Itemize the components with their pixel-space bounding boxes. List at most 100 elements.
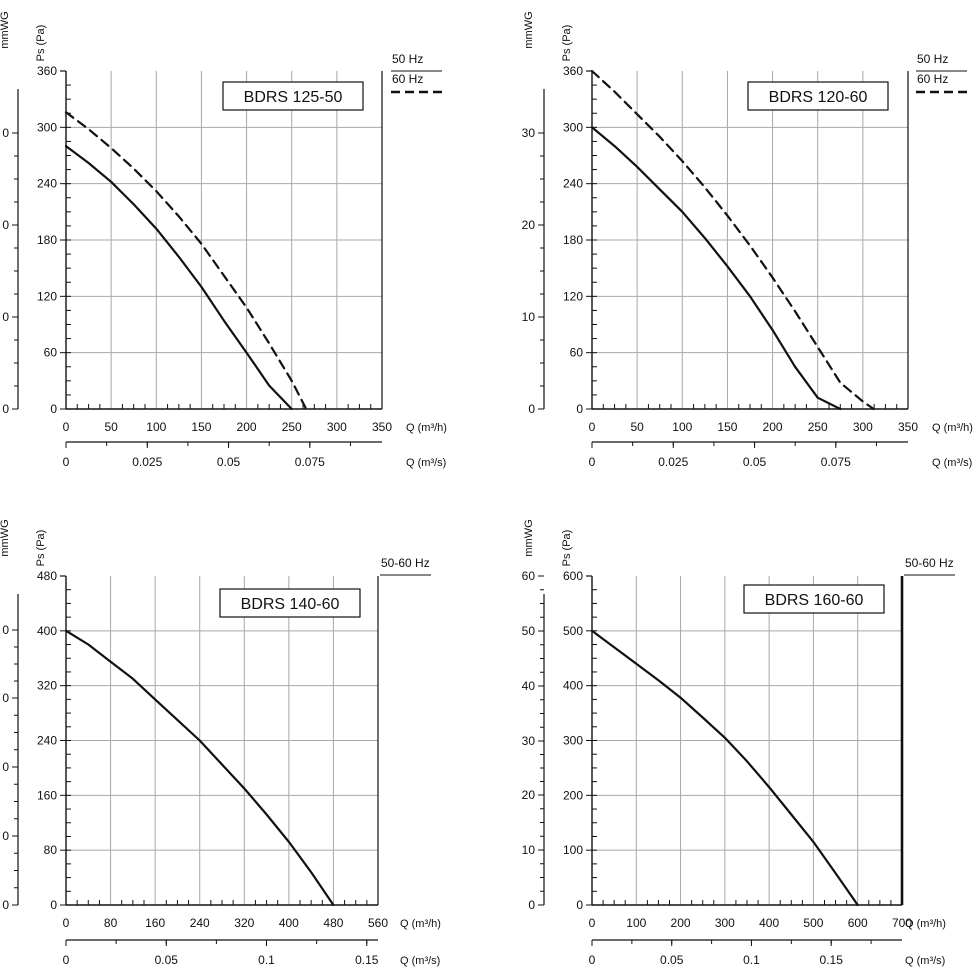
x-tick-label: 100 — [672, 420, 692, 434]
legend-label: 60 Hz — [917, 72, 948, 86]
x2-axis-label: Q (m³/s) — [400, 955, 440, 967]
x2-axis-label: Q (m³/s) — [905, 955, 945, 967]
grid-lines — [592, 71, 908, 409]
y2-tick-label: 40 — [522, 679, 536, 693]
y-tick-label: 600 — [563, 569, 583, 583]
y-tick-label: 480 — [37, 569, 57, 583]
chart-panel-1: 0 60 120 180 240 300 360 0 50 100 150 200 250 300 350 Q… — [0, 11, 447, 469]
y2-tick-label: 0 — [2, 402, 9, 416]
x-tick-label: 150 — [191, 420, 211, 434]
x-axis-label: Q (m³/h) — [905, 918, 946, 930]
y-tick-label: 240 — [563, 177, 583, 191]
x-axis-label: Q (m³/h) — [406, 422, 447, 434]
y2-tick-label: 0 — [528, 898, 535, 912]
y-tick-label: 0 — [50, 898, 57, 912]
x2-tick-label: 0.05 — [217, 455, 241, 469]
x-tick-label: 200 — [671, 916, 691, 930]
y-tick-label: 320 — [37, 679, 57, 693]
series-line-60-hz — [64, 111, 308, 411]
chart-title-box — [747, 81, 889, 111]
x-tick-label: 50 — [104, 420, 118, 434]
y-tick-label: 360 — [37, 64, 57, 78]
x2-tick-label: 0.1 — [743, 953, 760, 967]
y2-tick-label: 0 — [2, 829, 9, 843]
x2-tick-label: 0 — [63, 953, 70, 967]
grid-lines — [592, 576, 902, 905]
legend: 50 Hz 60 Hz — [391, 52, 442, 94]
series-line-50-60-hz — [590, 629, 859, 907]
grid-lines — [66, 576, 378, 905]
y-tick-label: 300 — [37, 120, 57, 134]
x-tick-label: 350 — [372, 420, 392, 434]
x2-tick-label: 0.05 — [155, 953, 179, 967]
y-tick-label: 0 — [50, 402, 57, 416]
x-tick-label: 300 — [853, 420, 873, 434]
x-tick-label: 160 — [145, 916, 165, 930]
y-tick-label: 100 — [563, 843, 583, 857]
series-line-50-hz — [64, 145, 293, 411]
x2-tick-label: 0.075 — [821, 455, 851, 469]
x2-tick-label: 0.025 — [132, 455, 162, 469]
x-tick-label: 50 — [630, 420, 644, 434]
x2-axis-label: Q (m³/s) — [932, 457, 972, 469]
series-line-50-hz — [590, 126, 842, 411]
y-tick-label: 500 — [563, 624, 583, 638]
x2-tick-label: 0.075 — [295, 455, 325, 469]
y-tick-label: 160 — [37, 788, 57, 802]
y-tick-label: 120 — [563, 289, 583, 303]
chart-panel-3: 0 80 160 240 320 400 480 0 80 160 240 320 400 480 560 Q… — [0, 519, 441, 967]
y-tick-label: 200 — [563, 788, 583, 802]
y-tick-label: 180 — [563, 233, 583, 247]
y-tick-label: 300 — [563, 120, 583, 134]
y2-axis-label: mmWG — [0, 519, 11, 556]
x-tick-label: 0 — [63, 420, 70, 434]
y2-axis-label: mmWG — [523, 519, 535, 556]
y-tick-label: 120 — [37, 289, 57, 303]
x-tick-label: 250 — [808, 420, 828, 434]
y-tick-label: 80 — [44, 843, 58, 857]
y-tick-label: 60 — [44, 346, 58, 360]
y2-tick-label: 50 — [522, 624, 536, 638]
legend-label: 50 Hz — [917, 52, 948, 66]
grid-lines — [66, 71, 382, 409]
y-tick-label: 400 — [37, 624, 57, 638]
x-tick-label: 0 — [63, 916, 70, 930]
x-tick-label: 600 — [848, 916, 868, 930]
y2-tick-label: 30 — [522, 126, 536, 140]
x-tick-label: 480 — [323, 916, 343, 930]
x-tick-label: 320 — [234, 916, 254, 930]
x-tick-label: 350 — [898, 420, 918, 434]
x-tick-label: 200 — [237, 420, 257, 434]
x2-tick-label: 0.1 — [258, 953, 275, 967]
y2-tick-label: 60 — [522, 569, 536, 583]
series-line-50-60-hz — [64, 629, 335, 907]
chart-title-box — [219, 588, 361, 618]
legend: 50-60 Hz — [380, 556, 431, 576]
y2-tick-label: 0 — [2, 218, 9, 232]
x2-tick-label: 0.05 — [660, 953, 684, 967]
x-tick-label: 400 — [279, 916, 299, 930]
legend-label: 50-60 Hz — [381, 556, 430, 570]
chart-title: BDRS 125-50 — [244, 89, 343, 106]
x-tick-label: 300 — [715, 916, 735, 930]
legend-label: 50-60 Hz — [905, 556, 954, 570]
y2-tick-label: 0 — [528, 402, 535, 416]
x-tick-label: 100 — [146, 420, 166, 434]
x-tick-label: 0 — [589, 420, 596, 434]
y2-tick-label: 20 — [522, 788, 536, 802]
y-tick-label: 360 — [563, 64, 583, 78]
x2-tick-label: 0 — [589, 455, 596, 469]
y-tick-label: 0 — [576, 402, 583, 416]
chart-title: BDRS 120-60 — [769, 89, 868, 106]
x2-tick-label: 0.15 — [820, 953, 844, 967]
legend-label: 50 Hz — [392, 52, 423, 66]
y2-tick-label: 0 — [2, 691, 9, 705]
x-tick-label: 300 — [327, 420, 347, 434]
y-axis-label: Ps (Pa) — [35, 25, 47, 62]
legend: 50 Hz 60 Hz — [916, 52, 967, 94]
x-tick-label: 200 — [763, 420, 783, 434]
y-axis-label: Ps (Pa) — [561, 25, 573, 62]
